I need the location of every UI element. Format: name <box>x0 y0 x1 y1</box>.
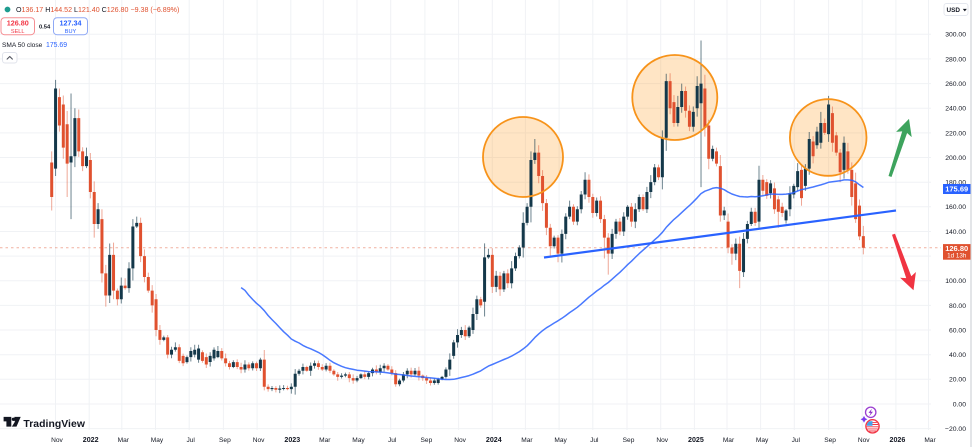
svg-text:Nov: Nov <box>253 437 265 444</box>
svg-text:Sep: Sep <box>623 437 635 444</box>
svg-text:126.80: 126.80 <box>7 19 29 28</box>
svg-text:160.00: 160.00 <box>945 204 966 211</box>
svg-text:Nov: Nov <box>51 437 63 444</box>
svg-text:2025: 2025 <box>688 436 704 444</box>
svg-text:Mar: Mar <box>521 437 533 444</box>
svg-text:260.00: 260.00 <box>945 81 966 88</box>
svg-text:1d 13h: 1d 13h <box>947 253 967 260</box>
svg-text:0.54: 0.54 <box>39 25 51 31</box>
svg-text:Nov: Nov <box>656 437 668 444</box>
svg-text:0.00: 0.00 <box>953 401 966 408</box>
svg-text:USD: USD <box>947 7 961 14</box>
svg-text:Sep: Sep <box>824 437 836 444</box>
svg-text:May: May <box>756 437 769 444</box>
svg-text:40.00: 40.00 <box>949 352 966 359</box>
svg-text:140.00: 140.00 <box>945 229 966 236</box>
svg-text:Jul: Jul <box>792 437 801 444</box>
svg-text:BUY: BUY <box>65 29 77 35</box>
svg-text:175.69: 175.69 <box>46 42 67 49</box>
svg-text:May: May <box>554 437 567 444</box>
svg-text:Sep: Sep <box>219 437 231 444</box>
svg-text:180.00: 180.00 <box>945 180 966 187</box>
svg-text:Mar: Mar <box>924 437 936 444</box>
svg-text:Nov: Nov <box>454 437 466 444</box>
svg-text:Jul: Jul <box>590 437 599 444</box>
svg-text:2023: 2023 <box>284 436 300 444</box>
svg-text:Nov: Nov <box>858 437 870 444</box>
svg-text:Sep: Sep <box>421 437 433 444</box>
svg-text:2024: 2024 <box>486 436 502 444</box>
svg-text:240.00: 240.00 <box>945 106 966 113</box>
svg-text:20.00: 20.00 <box>949 377 966 384</box>
svg-text:2026: 2026 <box>890 436 906 444</box>
svg-text:127.34: 127.34 <box>60 19 82 28</box>
svg-text:300.00: 300.00 <box>945 32 966 39</box>
svg-text:Jul: Jul <box>388 437 397 444</box>
svg-text:126.80: 126.80 <box>945 244 968 253</box>
svg-text:60.00: 60.00 <box>949 327 966 334</box>
svg-text:200.00: 200.00 <box>945 155 966 162</box>
svg-text:100.00: 100.00 <box>945 278 966 285</box>
svg-text:O136.17 H144.52 L121.40 C12: O136.17 H144.52 L121.40 C126.80 −9.38 (−… <box>16 6 179 14</box>
svg-text:TradingView: TradingView <box>23 419 85 430</box>
svg-text:May: May <box>151 437 164 444</box>
svg-text:SELL: SELL <box>11 29 25 35</box>
svg-text:May: May <box>352 437 365 444</box>
svg-text:220.00: 220.00 <box>945 130 966 137</box>
svg-text:80.00: 80.00 <box>949 303 966 310</box>
svg-text:Mar: Mar <box>118 437 130 444</box>
svg-text:175.69: 175.69 <box>945 185 968 194</box>
svg-text:Mar: Mar <box>723 437 735 444</box>
svg-text:SMA 50 close: SMA 50 close <box>2 42 43 49</box>
svg-text:−20.00: −20.00 <box>945 426 966 433</box>
svg-text:Mar: Mar <box>319 437 331 444</box>
svg-text:280.00: 280.00 <box>945 56 966 63</box>
svg-text:2022: 2022 <box>83 436 99 444</box>
svg-text:Jul: Jul <box>186 437 195 444</box>
